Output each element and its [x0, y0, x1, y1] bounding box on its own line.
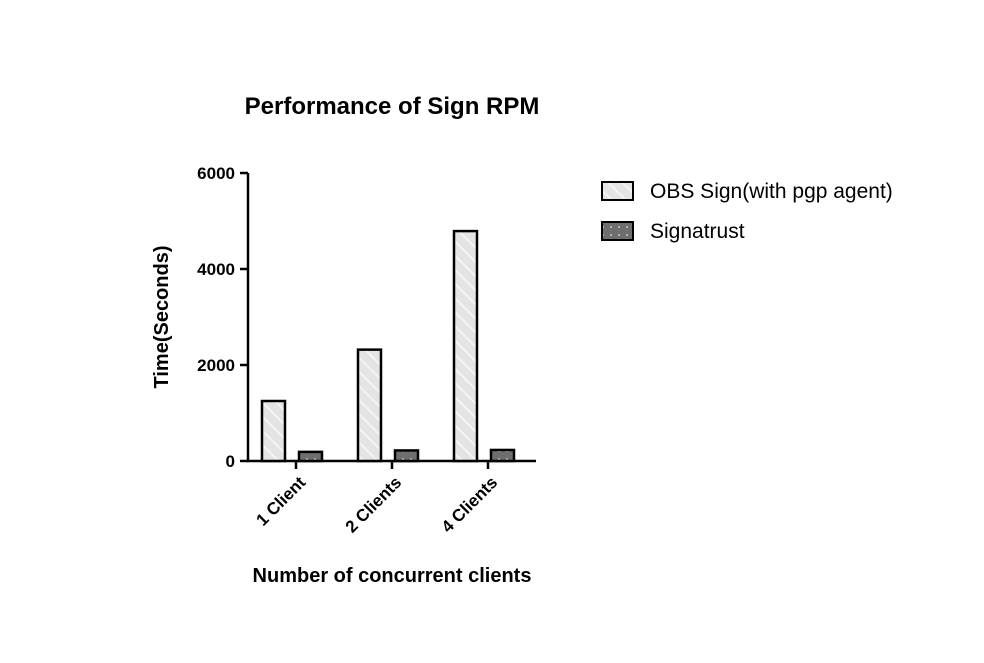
chart-title: Performance of Sign RPM [245, 93, 540, 120]
bar-obs-sign-3 [452, 229, 479, 463]
y-axis: 0 2000 4000 6000 [197, 164, 250, 471]
legend-swatch [601, 221, 634, 241]
bar-signatrust-1 [297, 450, 324, 463]
x-tick-label: 2 Clients [342, 473, 406, 537]
bar-obs-sign-2 [356, 348, 383, 463]
legend-swatch [601, 181, 634, 201]
x-axis-title: Number of concurrent clients [253, 565, 532, 587]
y-tick-label: 2000 [197, 356, 235, 375]
bar-signatrust-3 [489, 448, 516, 463]
x-tick-label: 1 Client [252, 473, 309, 530]
y-tick-label: 0 [226, 452, 235, 471]
bars [260, 229, 516, 463]
y-axis-title: Time(Seconds) [151, 246, 173, 389]
x-axis: 1 Client 2 Clients 4 Clients [247, 459, 536, 537]
legend-label: Signatrust [650, 220, 745, 243]
y-tick-label: 4000 [197, 260, 235, 279]
legend: OBS Sign(with pgp agent) Signatrust [601, 180, 893, 243]
x-tick-label: 4 Clients [438, 473, 502, 537]
bar-signatrust-2 [393, 449, 420, 463]
bar-obs-sign-1 [260, 399, 287, 463]
y-tick-label: 6000 [197, 164, 235, 183]
legend-label: OBS Sign(with pgp agent) [650, 180, 893, 203]
